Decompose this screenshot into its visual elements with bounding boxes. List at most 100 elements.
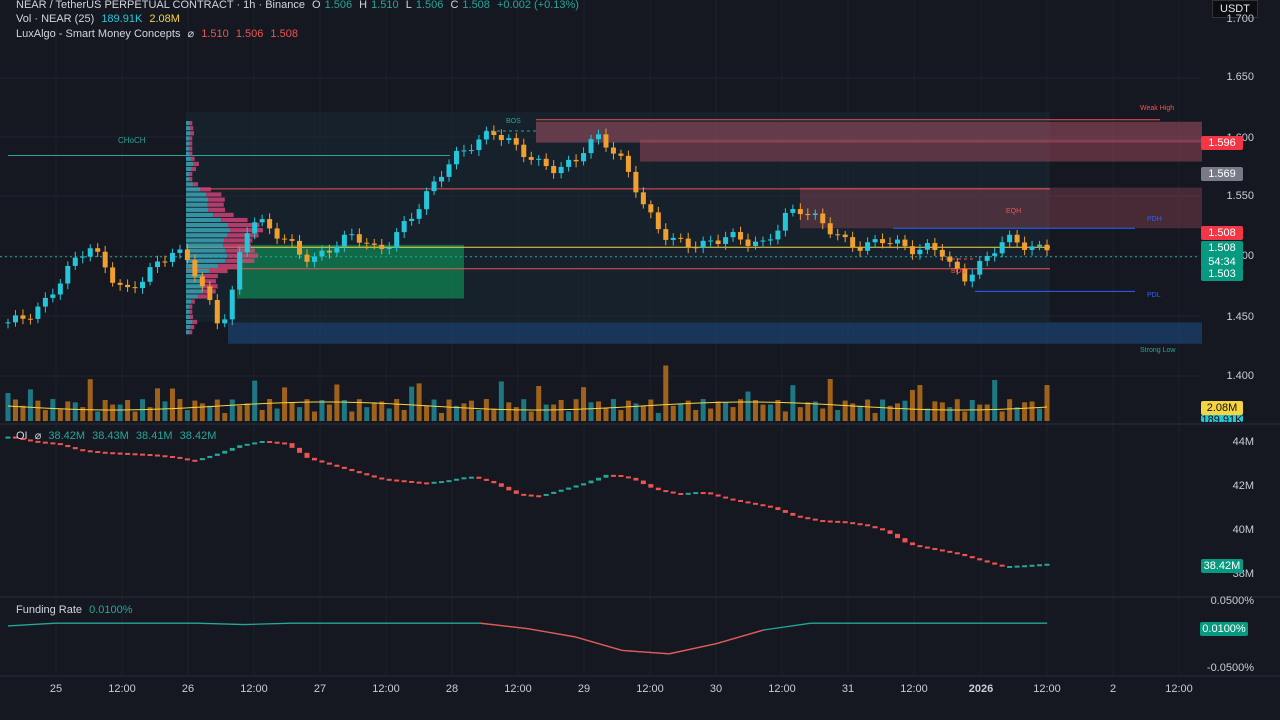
candle-body xyxy=(282,238,288,240)
volume-bar xyxy=(536,385,542,421)
oi-candle xyxy=(827,520,833,523)
volume-profile-bar xyxy=(191,166,196,172)
oi-candle xyxy=(364,473,370,476)
volume-label[interactable]: Vol · NEAR (25) xyxy=(16,13,95,25)
smc-label[interactable]: LuxAlgo - Smart Money Concepts xyxy=(16,28,181,40)
volume-bar xyxy=(244,403,250,421)
oi-candle xyxy=(909,542,915,546)
candle-body xyxy=(379,244,385,249)
oi-candle xyxy=(962,553,968,557)
candle-body xyxy=(528,157,534,160)
oi-candle xyxy=(35,440,41,443)
volume-bar xyxy=(962,411,968,421)
symbol-title[interactable]: NEAR / TetherUS PERPETUAL CONTRACT · 1h … xyxy=(16,0,305,11)
volume-bar xyxy=(932,401,938,421)
candle-body xyxy=(566,159,572,167)
eye-slash-icon[interactable]: ⌀ xyxy=(34,430,42,442)
oi-label[interactable]: OI xyxy=(16,430,28,442)
candle-body xyxy=(835,234,841,236)
bos-label-2: BOS xyxy=(951,268,966,275)
volume-profile-bar xyxy=(186,197,209,202)
oi-candle xyxy=(835,520,841,523)
oi-candle xyxy=(895,533,901,539)
eye-slash-icon[interactable]: ⌀ xyxy=(187,28,195,40)
candle-body xyxy=(364,242,370,244)
volume-bar xyxy=(409,386,415,421)
candle-body xyxy=(356,234,362,243)
candle-body xyxy=(1014,234,1020,243)
candle-body xyxy=(924,243,930,250)
volume-ma-tag: 2.08M xyxy=(1201,401,1243,415)
volume-bar xyxy=(887,405,893,421)
volume-profile-bar xyxy=(223,238,253,243)
candle-body xyxy=(820,213,826,224)
smc-value-2: 1.506 xyxy=(235,28,264,40)
candle-body xyxy=(207,286,213,301)
currency-button[interactable]: USDT xyxy=(1212,0,1258,18)
volume-profile-bar xyxy=(207,202,224,207)
volume-profile-bar xyxy=(186,228,230,233)
volume-bar xyxy=(857,405,863,421)
time-tick-year: 2026 xyxy=(968,683,994,695)
candle-body xyxy=(715,240,721,244)
volume-bar xyxy=(827,379,833,421)
candle-body xyxy=(603,134,609,148)
volume-profile-bar xyxy=(227,233,259,238)
candle-body xyxy=(491,131,497,136)
candle-body xyxy=(349,234,355,236)
volume-profile-bar xyxy=(189,151,193,156)
oi-candle xyxy=(424,482,430,485)
volume-bar xyxy=(311,411,317,421)
oi-candle xyxy=(1022,565,1028,568)
candle-body xyxy=(663,229,669,240)
candle-body xyxy=(5,322,11,324)
candle-body xyxy=(416,209,422,219)
volume-bar xyxy=(640,405,646,421)
volume-bar xyxy=(222,412,228,421)
oi-candle xyxy=(521,493,527,496)
candle-body xyxy=(558,166,564,174)
volume-profile-bar xyxy=(200,187,211,192)
candle-body xyxy=(57,283,63,295)
volume-bar xyxy=(917,385,923,421)
oi-candle xyxy=(581,483,587,486)
candle-body xyxy=(439,176,445,182)
volume-bar xyxy=(752,399,758,421)
volume-bar xyxy=(102,399,108,421)
volume-bar xyxy=(356,399,362,421)
funding-tick: -0.0500% xyxy=(1206,662,1254,674)
volume-bar xyxy=(909,389,915,421)
candle-body xyxy=(850,237,856,248)
oi-candle xyxy=(282,442,288,445)
volume-profile-bar xyxy=(186,325,191,330)
candle-body xyxy=(1022,242,1028,250)
smc-value-3: 1.508 xyxy=(270,28,298,40)
volume-bar xyxy=(237,405,243,421)
volume-bar xyxy=(27,389,33,421)
funding-label[interactable]: Funding Rate xyxy=(16,604,83,616)
candle-body xyxy=(222,319,228,324)
volume-profile-bar xyxy=(186,319,193,325)
candle-body xyxy=(80,256,86,258)
candle-body xyxy=(154,261,160,268)
oi-candle xyxy=(289,443,295,448)
volume-bar xyxy=(35,400,41,421)
volume-bar xyxy=(192,400,198,421)
volume-profile-bar xyxy=(190,314,194,319)
candle-body xyxy=(319,250,325,257)
oi-candle xyxy=(154,454,160,457)
oi-candle xyxy=(140,453,146,456)
volume-bar xyxy=(513,407,519,421)
price-tag-1569: 1.569 xyxy=(1201,167,1243,181)
volume-bar xyxy=(297,407,303,421)
oi-candle xyxy=(252,442,258,445)
candle-body xyxy=(581,153,587,162)
oi-tick: 44M xyxy=(1232,436,1254,448)
time-tick: 12:00 xyxy=(636,683,664,695)
oi-candle xyxy=(50,442,56,445)
funding-tick: 0.0500% xyxy=(1210,595,1254,607)
candle-body xyxy=(805,214,811,216)
volume-profile-bar xyxy=(186,121,190,126)
